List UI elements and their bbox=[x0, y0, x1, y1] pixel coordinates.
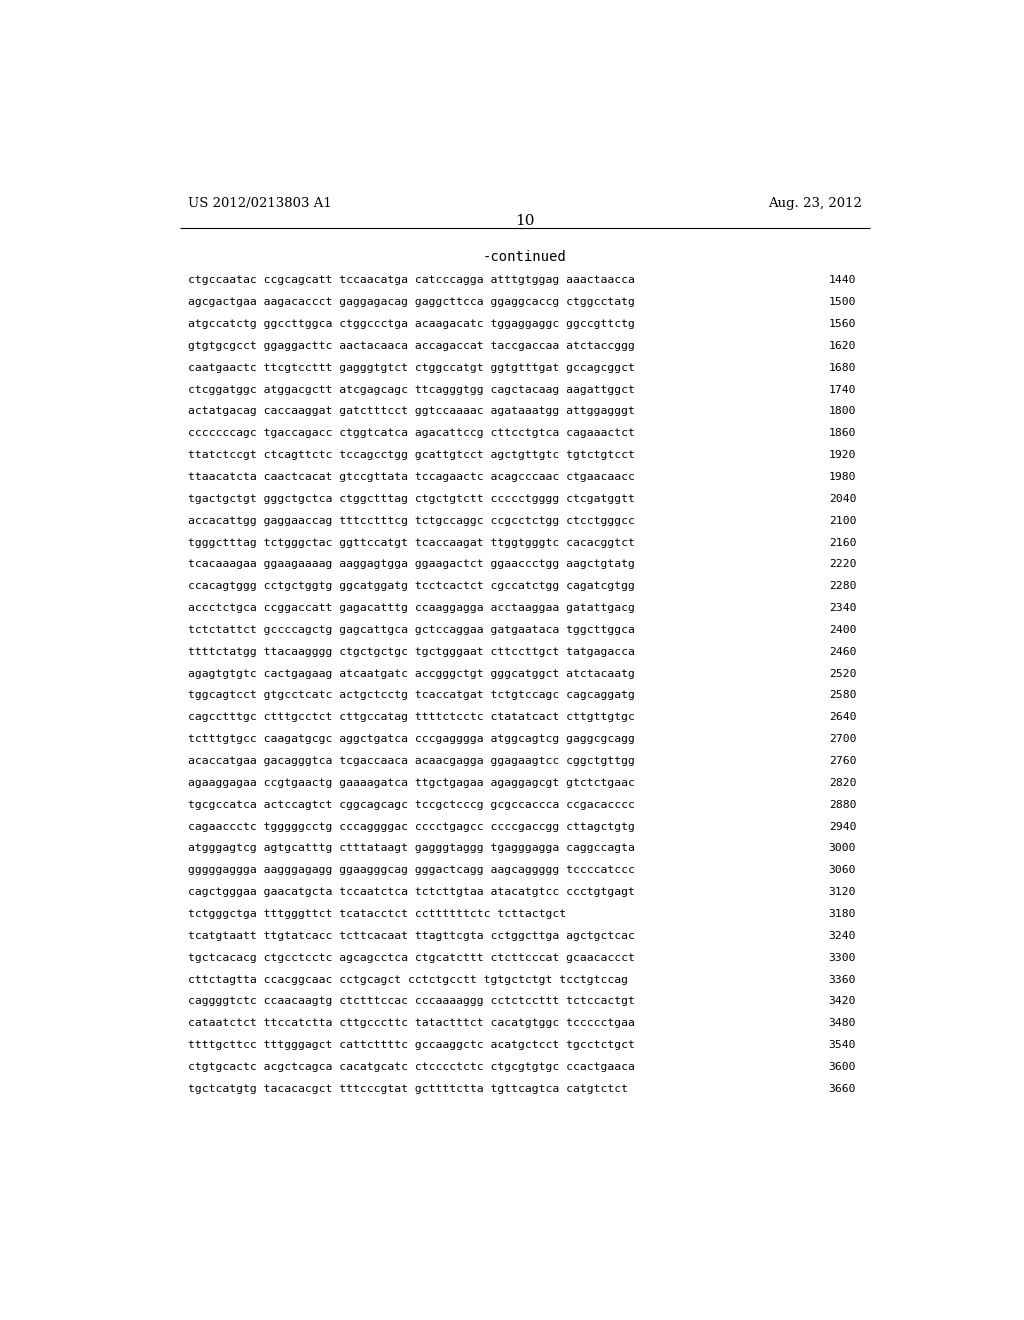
Text: tgctcacacg ctgcctcctc agcagcctca ctgcatcttt ctcttcccat gcaacaccct: tgctcacacg ctgcctcctc agcagcctca ctgcatc… bbox=[187, 953, 635, 962]
Text: 3360: 3360 bbox=[828, 974, 856, 985]
Text: 3540: 3540 bbox=[828, 1040, 856, 1051]
Text: tctctattct gccccagctg gagcattgca gctccaggaa gatgaataca tggcttggca: tctctattct gccccagctg gagcattgca gctccag… bbox=[187, 624, 635, 635]
Text: 2640: 2640 bbox=[828, 713, 856, 722]
Text: caggggtctc ccaacaagtg ctctttccac cccaaaaggg cctctccttt tctccactgt: caggggtctc ccaacaagtg ctctttccac cccaaaa… bbox=[187, 997, 635, 1006]
Text: 2340: 2340 bbox=[828, 603, 856, 612]
Text: agaaggagaa ccgtgaactg gaaaagatca ttgctgagaa agaggagcgt gtctctgaac: agaaggagaa ccgtgaactg gaaaagatca ttgctga… bbox=[187, 777, 635, 788]
Text: cccccccagc tgaccagacc ctggtcatca agacattccg cttcctgtca cagaaactct: cccccccagc tgaccagacc ctggtcatca agacatt… bbox=[187, 428, 635, 438]
Text: ctgtgcactc acgctcagca cacatgcatc ctcccctctc ctgcgtgtgc ccactgaaca: ctgtgcactc acgctcagca cacatgcatc ctcccct… bbox=[187, 1063, 635, 1072]
Text: Aug. 23, 2012: Aug. 23, 2012 bbox=[768, 197, 862, 210]
Text: 1740: 1740 bbox=[828, 384, 856, 395]
Text: US 2012/0213803 A1: US 2012/0213803 A1 bbox=[187, 197, 332, 210]
Text: 3480: 3480 bbox=[828, 1018, 856, 1028]
Text: 1680: 1680 bbox=[828, 363, 856, 372]
Text: accacattgg gaggaaccag tttcctttcg tctgccaggc ccgcctctgg ctcctgggcc: accacattgg gaggaaccag tttcctttcg tctgcca… bbox=[187, 516, 635, 525]
Text: 3180: 3180 bbox=[828, 909, 856, 919]
Text: 1560: 1560 bbox=[828, 319, 856, 329]
Text: accctctgca ccggaccatt gagacatttg ccaaggagga acctaaggaa gatattgacg: accctctgca ccggaccatt gagacatttg ccaagga… bbox=[187, 603, 635, 612]
Text: 3660: 3660 bbox=[828, 1084, 856, 1094]
Text: 3420: 3420 bbox=[828, 997, 856, 1006]
Text: agagtgtgtc cactgagaag atcaatgatc accgggctgt gggcatggct atctacaatg: agagtgtgtc cactgagaag atcaatgatc accgggc… bbox=[187, 669, 635, 678]
Text: 3240: 3240 bbox=[828, 931, 856, 941]
Text: 2280: 2280 bbox=[828, 581, 856, 591]
Text: 2400: 2400 bbox=[828, 624, 856, 635]
Text: 1440: 1440 bbox=[828, 276, 856, 285]
Text: tcacaaagaa ggaagaaaag aaggagtgga ggaagactct ggaaccctgg aagctgtatg: tcacaaagaa ggaagaaaag aaggagtgga ggaagac… bbox=[187, 560, 635, 569]
Text: 2580: 2580 bbox=[828, 690, 856, 701]
Text: ttttctatgg ttacaagggg ctgctgctgc tgctgggaat cttccttgct tatgagacca: ttttctatgg ttacaagggg ctgctgctgc tgctggg… bbox=[187, 647, 635, 657]
Text: 1500: 1500 bbox=[828, 297, 856, 308]
Text: gtgtgcgcct ggaggacttc aactacaaca accagaccat taccgaccaa atctaccggg: gtgtgcgcct ggaggacttc aactacaaca accagac… bbox=[187, 341, 635, 351]
Text: ttatctccgt ctcagttctc tccagcctgg gcattgtcct agctgttgtc tgtctgtcct: ttatctccgt ctcagttctc tccagcctgg gcattgt… bbox=[187, 450, 635, 461]
Text: 3060: 3060 bbox=[828, 866, 856, 875]
Text: cagcctttgc ctttgcctct cttgccatag ttttctcctc ctatatcact cttgttgtgc: cagcctttgc ctttgcctct cttgccatag ttttctc… bbox=[187, 713, 635, 722]
Text: 3300: 3300 bbox=[828, 953, 856, 962]
Text: cataatctct ttccatctta cttgcccttc tatactttct cacatgtggc tccccctgaa: cataatctct ttccatctta cttgcccttc tatactt… bbox=[187, 1018, 635, 1028]
Text: tctgggctga tttgggttct tcatacctct ccttttttctc tcttactgct: tctgggctga tttgggttct tcatacctct ccttttt… bbox=[187, 909, 565, 919]
Text: 10: 10 bbox=[515, 214, 535, 228]
Text: 2820: 2820 bbox=[828, 777, 856, 788]
Text: tgggctttag tctgggctac ggttccatgt tcaccaagat ttggtgggtc cacacggtct: tgggctttag tctgggctac ggttccatgt tcaccaa… bbox=[187, 537, 635, 548]
Text: ccacagtggg cctgctggtg ggcatggatg tcctcactct cgccatctgg cagatcgtgg: ccacagtggg cctgctggtg ggcatggatg tcctcac… bbox=[187, 581, 635, 591]
Text: tgactgctgt gggctgctca ctggctttag ctgctgtctt ccccctgggg ctcgatggtt: tgactgctgt gggctgctca ctggctttag ctgctgt… bbox=[187, 494, 635, 504]
Text: 3120: 3120 bbox=[828, 887, 856, 898]
Text: tggcagtcct gtgcctcatc actgctcctg tcaccatgat tctgtccagc cagcaggatg: tggcagtcct gtgcctcatc actgctcctg tcaccat… bbox=[187, 690, 635, 701]
Text: tgctcatgtg tacacacgct tttcccgtat gcttttctta tgttcagtca catgtctct: tgctcatgtg tacacacgct tttcccgtat gcttttc… bbox=[187, 1084, 628, 1094]
Text: atgccatctg ggccttggca ctggccctga acaagacatc tggaggaggc ggccgttctg: atgccatctg ggccttggca ctggccctga acaagac… bbox=[187, 319, 635, 329]
Text: agcgactgaa aagacaccct gaggagacag gaggcttcca ggaggcaccg ctggcctatg: agcgactgaa aagacaccct gaggagacag gaggctt… bbox=[187, 297, 635, 308]
Text: 2760: 2760 bbox=[828, 756, 856, 766]
Text: 2700: 2700 bbox=[828, 734, 856, 744]
Text: 1800: 1800 bbox=[828, 407, 856, 416]
Text: 2160: 2160 bbox=[828, 537, 856, 548]
Text: 1920: 1920 bbox=[828, 450, 856, 461]
Text: actatgacag caccaaggat gatctttcct ggtccaaaac agataaatgg attggagggt: actatgacag caccaaggat gatctttcct ggtccaa… bbox=[187, 407, 635, 416]
Text: tctttgtgcc caagatgcgc aggctgatca cccgagggga atggcagtcg gaggcgcagg: tctttgtgcc caagatgcgc aggctgatca cccgagg… bbox=[187, 734, 635, 744]
Text: tgcgccatca actccagtct cggcagcagc tccgctcccg gcgccaccca ccgacacccc: tgcgccatca actccagtct cggcagcagc tccgctc… bbox=[187, 800, 635, 809]
Text: 1980: 1980 bbox=[828, 473, 856, 482]
Text: ttttgcttcc tttgggagct cattcttttc gccaaggctc acatgctcct tgcctctgct: ttttgcttcc tttgggagct cattcttttc gccaagg… bbox=[187, 1040, 635, 1051]
Text: 2460: 2460 bbox=[828, 647, 856, 657]
Text: cttctagtta ccacggcaac cctgcagct cctctgcctt tgtgctctgt tcctgtccag: cttctagtta ccacggcaac cctgcagct cctctgcc… bbox=[187, 974, 628, 985]
Text: ctgccaatac ccgcagcatt tccaacatga catcccagga atttgtggag aaactaacca: ctgccaatac ccgcagcatt tccaacatga catccca… bbox=[187, 276, 635, 285]
Text: 2940: 2940 bbox=[828, 821, 856, 832]
Text: 2520: 2520 bbox=[828, 669, 856, 678]
Text: 3600: 3600 bbox=[828, 1063, 856, 1072]
Text: cagaaccctc tgggggcctg cccaggggac cccctgagcc ccccgaccgg cttagctgtg: cagaaccctc tgggggcctg cccaggggac cccctga… bbox=[187, 821, 635, 832]
Text: tcatgtaatt ttgtatcacc tcttcacaat ttagttcgta cctggcttga agctgctcac: tcatgtaatt ttgtatcacc tcttcacaat ttagttc… bbox=[187, 931, 635, 941]
Text: 2220: 2220 bbox=[828, 560, 856, 569]
Text: 3000: 3000 bbox=[828, 843, 856, 854]
Text: 1620: 1620 bbox=[828, 341, 856, 351]
Text: acaccatgaa gacagggtca tcgaccaaca acaacgagga ggagaagtcc cggctgttgg: acaccatgaa gacagggtca tcgaccaaca acaacga… bbox=[187, 756, 635, 766]
Text: atgggagtcg agtgcatttg ctttataagt gagggtaggg tgagggagga caggccagta: atgggagtcg agtgcatttg ctttataagt gagggta… bbox=[187, 843, 635, 854]
Text: ctcggatggc atggacgctt atcgagcagc ttcagggtgg cagctacaag aagattggct: ctcggatggc atggacgctt atcgagcagc ttcaggg… bbox=[187, 384, 635, 395]
Text: 1860: 1860 bbox=[828, 428, 856, 438]
Text: -continued: -continued bbox=[483, 249, 566, 264]
Text: 2040: 2040 bbox=[828, 494, 856, 504]
Text: 2880: 2880 bbox=[828, 800, 856, 809]
Text: cagctgggaa gaacatgcta tccaatctca tctcttgtaa atacatgtcc ccctgtgagt: cagctgggaa gaacatgcta tccaatctca tctcttg… bbox=[187, 887, 635, 898]
Text: caatgaactc ttcgtccttt gagggtgtct ctggccatgt ggtgtttgat gccagcggct: caatgaactc ttcgtccttt gagggtgtct ctggcca… bbox=[187, 363, 635, 372]
Text: 2100: 2100 bbox=[828, 516, 856, 525]
Text: ttaacatcta caactcacat gtccgttata tccagaactc acagcccaac ctgaacaacc: ttaacatcta caactcacat gtccgttata tccagaa… bbox=[187, 473, 635, 482]
Text: gggggaggga aagggagagg ggaagggcag gggactcagg aagcaggggg tccccatccc: gggggaggga aagggagagg ggaagggcag gggactc… bbox=[187, 866, 635, 875]
